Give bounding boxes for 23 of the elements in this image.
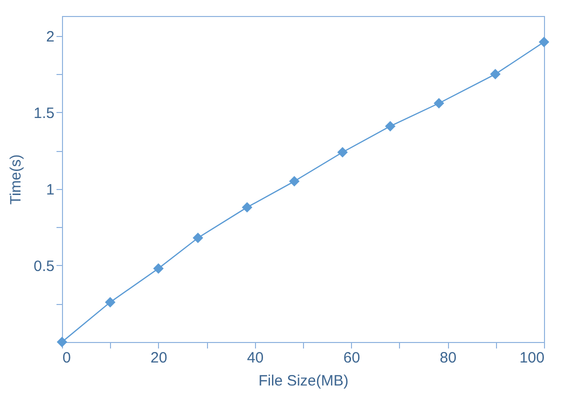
x-tick-label: 40 bbox=[246, 350, 264, 366]
x-tick-label: 60 bbox=[343, 350, 360, 366]
point bbox=[153, 263, 164, 274]
x-tick-label: 0 bbox=[62, 350, 71, 366]
point bbox=[192, 232, 204, 244]
point bbox=[490, 68, 501, 80]
point bbox=[385, 120, 396, 132]
point bbox=[538, 36, 550, 48]
y-tick-label: 2 bbox=[46, 28, 54, 46]
point bbox=[104, 296, 116, 308]
y-tick-label: 0.5 bbox=[34, 258, 54, 275]
x-tick-label: 100 bbox=[519, 350, 544, 366]
y-tick-label: 1.5 bbox=[34, 104, 54, 122]
x-tick-label: 20 bbox=[150, 350, 168, 366]
point bbox=[337, 146, 348, 158]
point bbox=[434, 98, 444, 108]
x-axis-title: File Size(MB) bbox=[258, 372, 349, 390]
point bbox=[56, 336, 68, 348]
y-axis-title: Time(s) bbox=[8, 154, 25, 205]
x-tick-label: 80 bbox=[440, 350, 456, 366]
point bbox=[242, 202, 252, 213]
y-tick-label: 1 bbox=[46, 181, 54, 198]
point bbox=[289, 176, 300, 187]
